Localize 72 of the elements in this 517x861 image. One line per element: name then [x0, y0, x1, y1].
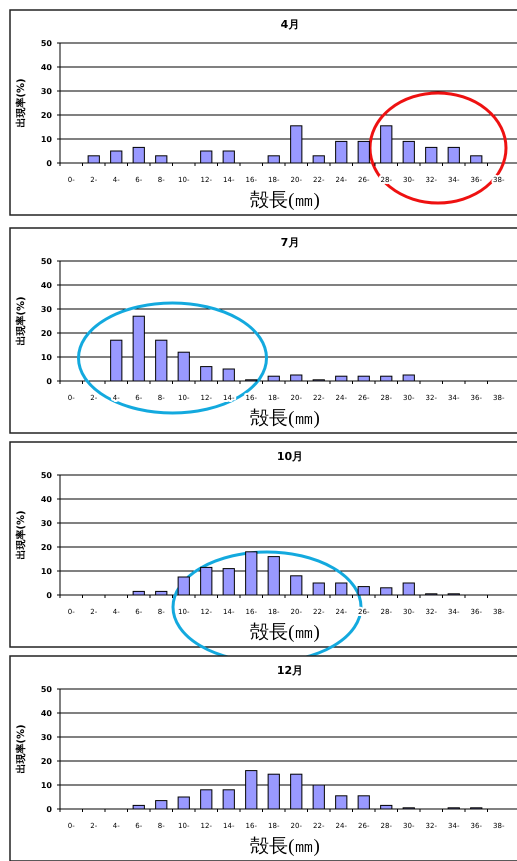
- y-tick-label: 40: [40, 494, 52, 504]
- bar: [178, 576, 190, 596]
- y-tick-label: 30: [40, 304, 52, 314]
- y-tick-label: 30: [40, 518, 52, 528]
- x-axis-title: 殻長(㎜): [250, 190, 320, 211]
- y-tick-label: 0: [46, 376, 52, 386]
- chart-title: 10月: [276, 450, 304, 463]
- bar: [335, 795, 348, 810]
- y-tick-label: 30: [40, 732, 52, 742]
- y-tick-label: 0: [46, 158, 52, 168]
- chart-title: 7月: [280, 236, 300, 249]
- bar: [380, 376, 392, 382]
- y-tick-label: 0: [46, 804, 52, 814]
- y-axis-title: 出現率(%): [15, 78, 27, 128]
- bar: [200, 150, 212, 164]
- y-tick-label: 20: [40, 328, 52, 338]
- y-tick-label: 50: [40, 256, 52, 266]
- y-tick-label: 50: [40, 684, 52, 694]
- bar: [470, 155, 482, 164]
- x-axis-title: 殻長(㎜): [250, 622, 320, 643]
- y-tick-label: 20: [40, 542, 52, 552]
- bar: [268, 155, 280, 164]
- bar: [88, 155, 100, 164]
- bar: [358, 795, 370, 810]
- bar: [132, 804, 145, 810]
- bar: [335, 376, 348, 382]
- bar: [312, 155, 325, 164]
- bar: [402, 582, 415, 596]
- bar: [380, 804, 392, 810]
- bar: [268, 376, 280, 382]
- bar: [425, 146, 438, 164]
- x-axis-title: 殻長(㎜): [250, 408, 320, 429]
- y-tick-label: 0: [46, 590, 52, 600]
- bar: [312, 582, 325, 596]
- bar: [200, 366, 212, 382]
- bar: [290, 575, 302, 596]
- y-tick-label: 20: [40, 110, 52, 120]
- bar: [222, 368, 235, 382]
- bar: [290, 374, 302, 382]
- bar: [155, 590, 168, 596]
- bar: [222, 150, 235, 164]
- y-tick-label: 30: [40, 86, 52, 96]
- chart-title: 12月: [276, 664, 304, 677]
- bar: [155, 155, 168, 164]
- y-tick-label: 50: [40, 38, 52, 48]
- bar: [110, 150, 122, 164]
- bar: [132, 146, 145, 164]
- y-tick-label: 10: [40, 566, 52, 576]
- bar: [132, 590, 145, 596]
- y-tick-label: 40: [40, 708, 52, 718]
- y-axis-title: 出現率(%): [15, 510, 27, 560]
- chart-title: 4月: [280, 18, 300, 31]
- y-tick-label: 40: [40, 62, 52, 72]
- bar: [358, 376, 370, 382]
- y-tick-label: 10: [40, 780, 52, 790]
- bar: [178, 796, 190, 810]
- y-tick-label: 10: [40, 352, 52, 362]
- y-tick-label: 50: [40, 470, 52, 480]
- bar: [155, 800, 168, 810]
- bar: [200, 789, 212, 810]
- bar: [358, 586, 370, 596]
- y-tick-label: 40: [40, 280, 52, 290]
- bar: [335, 582, 348, 596]
- x-axis-title: 殻長(㎜): [250, 836, 320, 857]
- y-axis-title: 出現率(%): [15, 724, 27, 774]
- bar: [222, 789, 235, 810]
- bar: [380, 587, 392, 596]
- y-tick-label: 20: [40, 756, 52, 766]
- bar: [448, 146, 460, 164]
- y-axis-title: 出現率(%): [15, 296, 27, 346]
- y-tick-label: 10: [40, 134, 52, 144]
- bar: [402, 374, 415, 382]
